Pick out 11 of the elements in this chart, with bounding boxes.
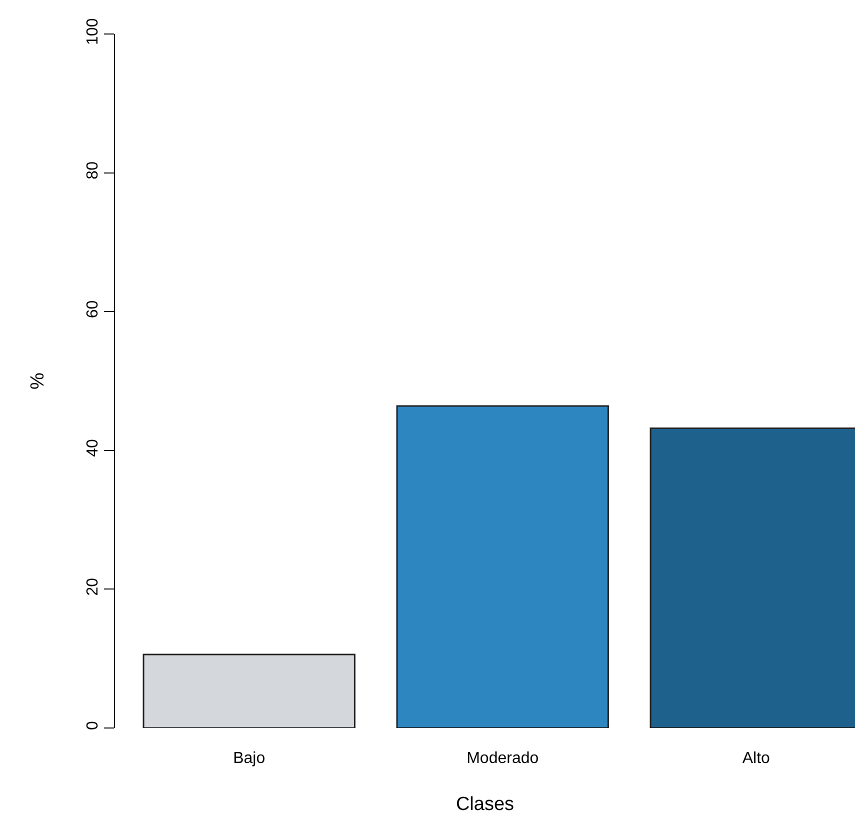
y-axis-title: % xyxy=(27,372,48,390)
y-tick-label: 20 xyxy=(84,578,102,596)
y-tick-label: 0 xyxy=(84,721,102,730)
x-tick-label: Alto xyxy=(742,750,770,767)
x-axis-title: Clases xyxy=(456,794,514,815)
y-tick-label: 60 xyxy=(84,300,102,318)
y-tick-label: 80 xyxy=(84,161,102,180)
y-tick-label: 40 xyxy=(84,439,102,457)
y-tick-label: 100 xyxy=(84,18,102,45)
x-tick-label: Bajo xyxy=(233,750,266,767)
x-tick-label: Moderado xyxy=(466,750,539,767)
